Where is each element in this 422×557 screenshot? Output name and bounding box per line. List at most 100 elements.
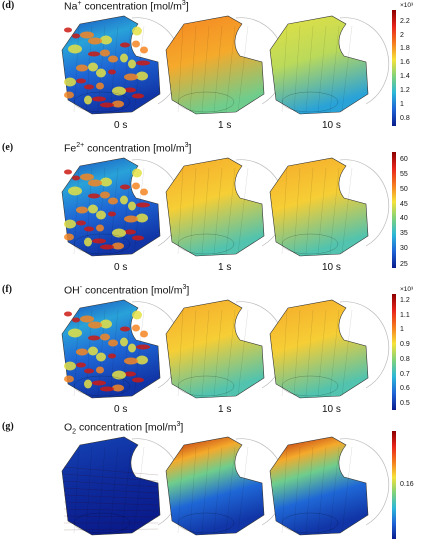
time-label: 10 s: [322, 120, 341, 131]
end-face: [281, 375, 339, 397]
panel-title: OH- concentration [mol/m3]: [64, 284, 189, 297]
end-face: [73, 512, 131, 534]
snapshot-1: [61, 436, 182, 536]
geometry-body: [269, 436, 369, 536]
colorbar-tick: 0.16: [400, 481, 414, 488]
colorbar-tick: 1.2: [400, 296, 410, 304]
panel-label: (e): [2, 142, 14, 153]
end-face: [73, 91, 131, 113]
title-unit-exponent: 3: [184, 142, 189, 149]
panel-g: (g) O2 concentration [mol/m3] 0.16: [0, 421, 422, 557]
geometry-body: [165, 436, 265, 536]
panel-label: (g): [2, 421, 14, 432]
end-face: [177, 233, 235, 255]
geometry-body: [165, 299, 265, 399]
end-face: [177, 91, 235, 113]
time-label: 10 s: [322, 404, 341, 415]
snapshot-plots: [61, 299, 390, 399]
colorbar-tick: 60: [400, 156, 408, 164]
end-face: [177, 375, 235, 397]
title-text: concentration [mol/m: [76, 421, 177, 434]
geometry-body: [165, 15, 265, 115]
colorbar: [392, 431, 396, 539]
end-face: [177, 512, 235, 534]
colorbar-tick: 2: [400, 31, 404, 39]
colorbar-tick: 1.1: [400, 312, 410, 320]
snapshot-1: [61, 299, 182, 399]
colorbar-tick: 0.5: [400, 400, 410, 408]
snapshot-2: [165, 436, 286, 536]
panel-title: O2 concentration [mol/m3]: [64, 421, 183, 436]
outline-arc: [339, 159, 390, 247]
colorbar-tick: 1.8: [400, 45, 410, 53]
time-label: 0 s: [114, 120, 128, 131]
title-end: ]: [186, 284, 190, 297]
colorbar-tick: 1.4: [400, 73, 410, 81]
end-face: [73, 233, 131, 255]
snapshot-2: [165, 157, 286, 257]
panel-label: (d): [2, 0, 15, 11]
title-text: concentration [mol/m: [82, 284, 183, 297]
colorbar-tick: 1: [400, 101, 404, 109]
colorbar-tick: 55: [400, 171, 408, 179]
panel-title: Na+ concentration [mol/m3]: [64, 0, 189, 13]
panel-f: (f) OH- concentration [mol/m3] 0 s 1 s 10 s ×…: [0, 284, 422, 420]
snapshot-plots: [61, 436, 390, 536]
title-charge: 2+: [76, 142, 85, 149]
time-label: 1 s: [218, 404, 232, 415]
geometry-body: [61, 436, 161, 536]
colorbar-tick: 35: [400, 230, 408, 238]
colorbar-tick: 1.2: [400, 87, 410, 95]
title-text: concentration [mol/m: [84, 142, 185, 155]
panel-title: Fe2+ concentration [mol/m3]: [64, 142, 191, 155]
title-charge: +: [77, 0, 82, 7]
colorbar-tick: 0.9: [400, 341, 410, 349]
end-face: [281, 91, 339, 113]
title-unit-exponent: 3: [181, 0, 186, 7]
snapshot-plots: [61, 15, 390, 115]
colorbar-multiplier: ×10³: [400, 2, 414, 9]
title-species: Na: [64, 0, 78, 13]
colorbar: [392, 10, 396, 126]
colorbar-tick: 1: [400, 325, 404, 333]
panel-e: (e) Fe2+ concentration [mol/m3] 0 s 1 s 10 s…: [0, 142, 422, 278]
snapshot-3: [269, 436, 390, 536]
colorbar-tick: 50: [400, 186, 408, 194]
panel-label: (f): [2, 284, 12, 295]
time-label: 0 s: [114, 404, 128, 415]
geometry-body: [165, 157, 265, 257]
colorbar-tick: 40: [400, 215, 408, 223]
title-species: O: [64, 421, 73, 434]
snapshot-3: [269, 157, 390, 257]
outline-arc: [339, 17, 390, 105]
time-label: 0 s: [114, 262, 128, 273]
colorbar: [392, 294, 396, 410]
title-end: ]: [185, 0, 189, 13]
title-end: ]: [188, 142, 192, 155]
geometry-body: [269, 299, 369, 399]
outline-arc: [339, 301, 390, 389]
geometry-body: [269, 15, 369, 115]
colorbar-tick: 0.6: [400, 385, 410, 393]
colorbar-tick: 30: [400, 245, 408, 253]
title-subscript: 2: [72, 428, 77, 436]
snapshot-plots: [61, 157, 390, 257]
title-species: OH: [64, 284, 80, 297]
colorbar-tick: 2.2: [400, 17, 410, 25]
time-label: 1 s: [218, 262, 232, 273]
outline-arc: [339, 438, 390, 526]
geometry-body: [269, 157, 369, 257]
colorbar: [392, 152, 396, 268]
snapshot-3: [269, 299, 390, 399]
colorbar-multiplier: ×10³: [400, 286, 414, 293]
colorbar-tick: 45: [400, 201, 408, 209]
end-face: [281, 512, 339, 534]
title-unit-exponent: 3: [182, 284, 187, 291]
time-label: 1 s: [218, 120, 232, 131]
panel-d: (d) Na+ concentration [mol/m3] 0 s 1 s 10 s ×…: [0, 0, 422, 136]
colorbar-tick: 0.8: [400, 115, 410, 123]
snapshot-2: [165, 15, 286, 115]
title-species: Fe: [64, 142, 77, 155]
end-face: [73, 375, 131, 397]
snapshot-1: [61, 157, 182, 257]
